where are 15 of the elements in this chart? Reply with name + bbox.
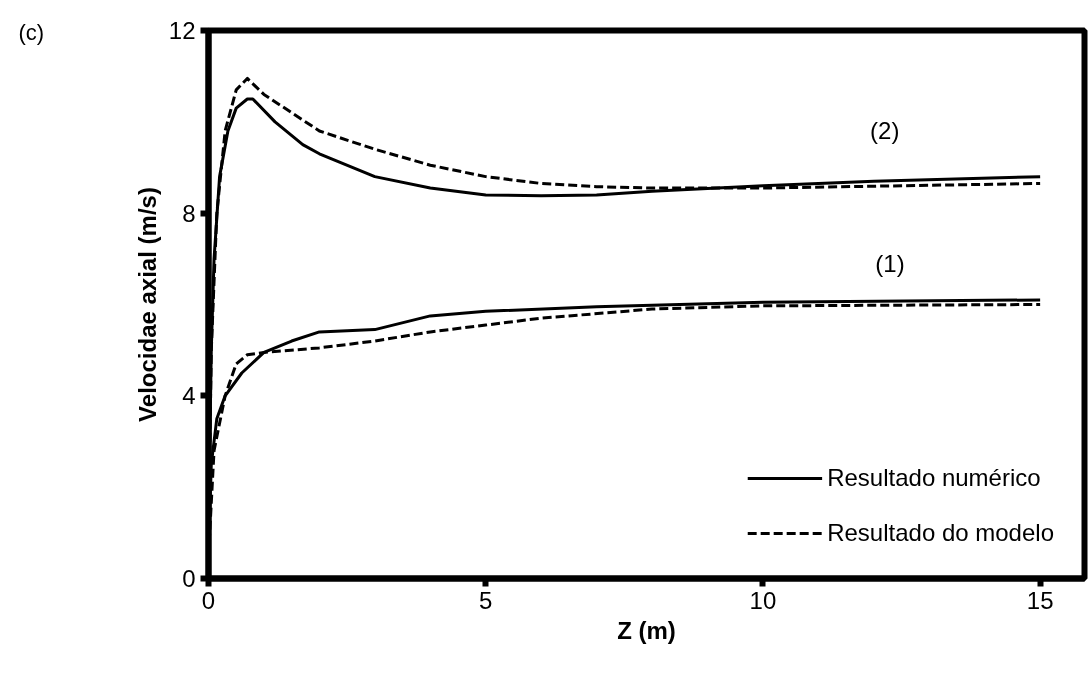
x-tick-label: 10 — [749, 586, 777, 614]
x-tick-label: 0 — [201, 586, 216, 614]
x-tick-label: 15 — [1026, 586, 1054, 614]
y-axis-title: Velocidae axial (m/s) — [133, 187, 161, 422]
y-tick-label: 12 — [168, 17, 196, 44]
legend-label: Resultado do modelo — [827, 519, 1054, 547]
legend-label: Resultado numérico — [827, 464, 1041, 492]
y-tick-label: 8 — [182, 199, 196, 227]
y-tick-label: 4 — [182, 382, 196, 410]
annotation: (2) — [870, 117, 900, 145]
text: (c) — [18, 19, 45, 45]
annotation: (1) — [875, 249, 905, 277]
y-tick-label: 0 — [182, 565, 196, 592]
x-tick-label: 5 — [479, 586, 493, 614]
x-axis-title: Z (m) — [617, 616, 676, 644]
